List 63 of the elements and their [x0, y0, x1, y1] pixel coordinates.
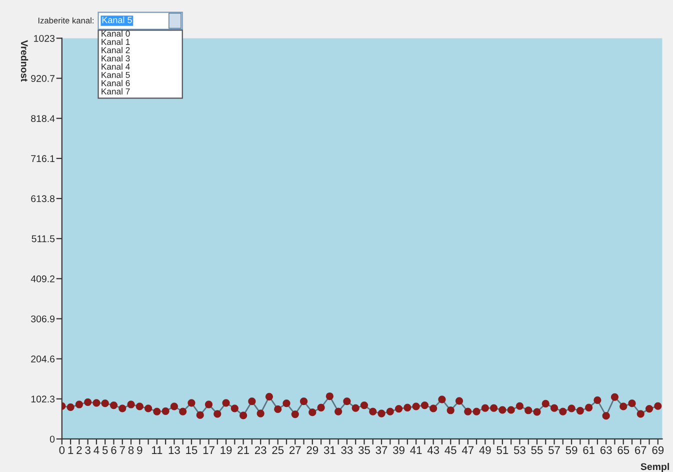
y-tick-label: 716.1 [31, 155, 54, 162]
x-tick-label: 61 [583, 446, 594, 454]
x-tick-label: 39 [393, 446, 404, 454]
x-tick-label: 0 [59, 446, 65, 454]
x-tick-label: 59 [566, 446, 578, 454]
x-tick-label: 57 [548, 446, 560, 454]
x-tick-label: 33 [341, 446, 353, 454]
x-tick-label: 43 [427, 446, 440, 454]
x-tick-label: 4 [94, 446, 100, 454]
x-tick-label: 15 [186, 446, 198, 454]
x-tick-label: 13 [168, 446, 180, 454]
y-tick-label: 204.6 [31, 356, 55, 362]
x-tick-label: 7 [120, 446, 125, 454]
y-tick-label: 920.7 [31, 75, 54, 82]
x-tick-label: 37 [376, 446, 388, 454]
x-tick-label: 41 [410, 446, 422, 454]
x-tick-label: 49 [479, 446, 491, 454]
x-tick-label: 29 [306, 446, 318, 454]
x-tick-label: 53 [514, 446, 526, 454]
annotation: Kanal 3 [102, 55, 130, 62]
y-tick-label: 1023 [34, 34, 55, 42]
annotation: Kanal 7 [102, 88, 130, 94]
x-tick-label: 31 [324, 446, 336, 454]
annotation: Kanal 2 [102, 46, 130, 54]
x-tick-label: 47 [462, 446, 474, 454]
x-tick-label: 67 [635, 446, 646, 454]
annotation: Kanal 5 [102, 72, 130, 78]
x-tick-label: 1 [68, 446, 74, 454]
x-tick-label: 17 [203, 446, 214, 454]
x-tick-label: 3 [85, 446, 90, 454]
annotation: Kanal 6 [102, 80, 130, 86]
x-tick-label: 19 [220, 446, 232, 454]
x-tick-label: 55 [531, 446, 543, 454]
x-tick-label: 65 [618, 446, 630, 454]
x-tick-label: 6 [111, 446, 116, 454]
y-axis-title: Vrednost [20, 40, 28, 82]
x-tick-label: 51 [496, 446, 508, 454]
x-tick-label: 45 [444, 446, 456, 454]
y-tick-label: 409.2 [30, 275, 54, 282]
text: Izaberite kanal: [38, 17, 94, 24]
x-tick-label: 11 [152, 446, 162, 454]
x-axis-title: Sempl [640, 462, 669, 472]
x-tick-label: 35 [358, 446, 370, 454]
x-tick-label: 63 [600, 446, 612, 454]
x-tick-label: 25 [272, 446, 284, 454]
x-tick-label: 2 [76, 446, 82, 454]
y-tick-label: 511.5 [32, 235, 55, 242]
annotation: Kanal 1 [102, 38, 130, 45]
y-tick-label: 613.8 [31, 195, 55, 202]
y-tick-label: 818.4 [31, 115, 55, 122]
x-tick-label: 21 [238, 446, 249, 454]
y-tick-label: 0 [50, 436, 55, 443]
x-tick-label: 23 [254, 446, 266, 454]
x-tick-label: 5 [102, 446, 108, 454]
y-tick-label: 102.3 [31, 396, 55, 403]
text: Kanal 5 [102, 16, 132, 24]
x-tick-label: 69 [652, 446, 664, 454]
text: Kanal 0 [102, 30, 130, 37]
annotation: Kanal 4 [102, 63, 130, 70]
y-tick-label: 306.9 [31, 315, 55, 322]
x-tick-label: 8 [128, 446, 134, 454]
x-tick-label: 27 [290, 446, 301, 454]
x-tick-label: 9 [137, 446, 142, 454]
